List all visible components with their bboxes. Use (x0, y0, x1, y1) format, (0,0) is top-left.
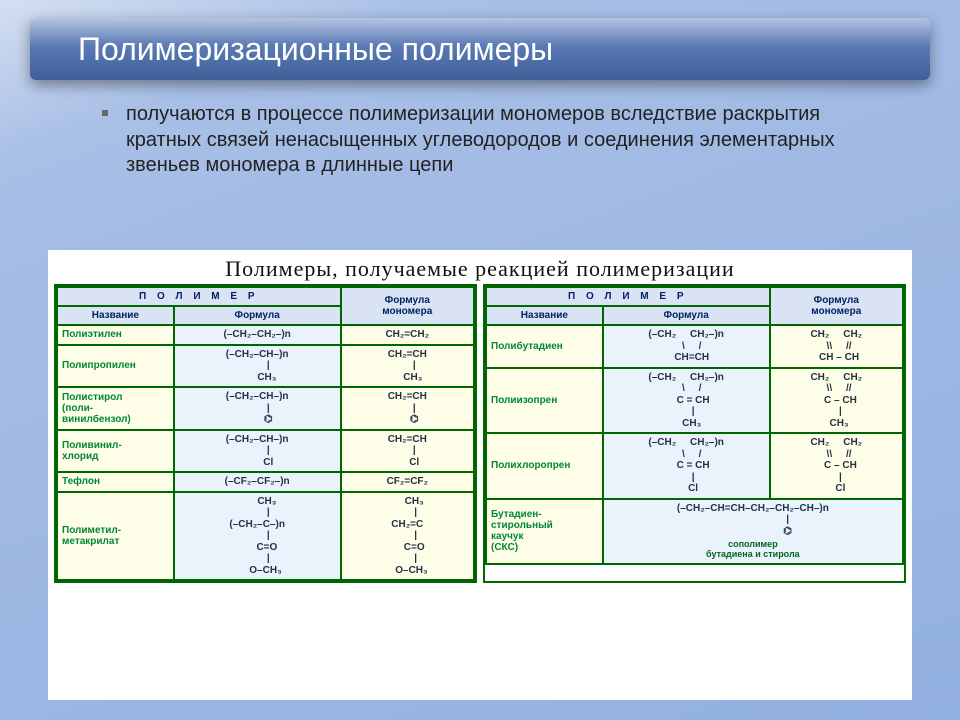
polymer-formula: (–CH₂–CH–)n | ⌬ (174, 387, 341, 430)
table-row: Полипропилен(–CH₂–CH–)n | CH₃CH₂=CH | CH… (57, 345, 474, 388)
polymer-formula: CH₃ | (–CH₂–C–)n | C=O | O–CH₃ (174, 492, 341, 581)
hdr-name: Название (57, 306, 174, 325)
polymer-name: Полихлоропрен (486, 433, 603, 499)
hdr-polymer: П О Л И М Е Р (57, 287, 341, 306)
slide-body-text: получаются в процессе полимеризации моно… (126, 102, 900, 179)
bullet-icon (102, 110, 108, 116)
polymer-name: Тефлон (57, 472, 174, 492)
hdr-formula: Формула (603, 306, 770, 325)
table-row: Полиэтилен(–CH₂–CH₂–)nCH₂=CH₂ (57, 325, 474, 345)
hdr-name: Название (486, 306, 603, 325)
monomer-formula: CH₂=CH₂ (341, 325, 474, 345)
polymer-formula: (–CH₂ CH₂–)n \ / C = CH | Cl (603, 433, 770, 499)
polymer-formula: (–CH₂–CH₂–)n (174, 325, 341, 345)
hdr-formula: Формула (174, 306, 341, 325)
table-row: Тефлон(–CF₂–CF₂–)nCF₂=CF₂ (57, 472, 474, 492)
monomer-formula: CH₂=CH | CH₃ (341, 345, 474, 388)
monomer-formula: CH₂=CH | Cl (341, 430, 474, 473)
polymer-name: Бутадиен- стирольный каучук (СКС) (486, 499, 603, 564)
polymer-formula: (–CH₂–CH–)n | Cl (174, 430, 341, 473)
table-caption: Полимеры, получаемые реакцией полимериза… (48, 250, 912, 284)
polymer-formula: (–CH₂–CH–)n | CH₃ (174, 345, 341, 388)
slide-title: Полимеризационные полимеры (30, 18, 930, 80)
hdr-polymer: П О Л И М Е Р (486, 287, 770, 306)
polymer-name: Полипропилен (57, 345, 174, 388)
left-panel: П О Л И М Е Р Формула мономера Название … (54, 284, 477, 583)
polymer-name: Полиизопрен (486, 368, 603, 434)
table-row: Полистирол (поли- винилбензол)(–CH₂–CH–)… (57, 387, 474, 430)
hdr-monomer: Формула мономера (341, 287, 474, 325)
right-panel: П О Л И М Е Р Формула мономера Название … (483, 284, 906, 583)
monomer-formula: CH₂=CH | ⌬ (341, 387, 474, 430)
table-row: Полихлоропрен(–CH₂ CH₂–)n \ / C = CH | C… (486, 433, 903, 499)
table-row: Бутадиен- стирольный каучук (СКС)(–CH₂–C… (486, 499, 903, 564)
monomer-formula: CH₂ CH₂ \\ // C – CH | Cl (770, 433, 903, 499)
monomer-formula: CH₂ CH₂ \\ // C – CH | CH₃ (770, 368, 903, 434)
polymer-name: Полибутадиен (486, 325, 603, 368)
monomer-formula: CH₂ CH₂ \\ // CH – CH (770, 325, 903, 368)
polymer-name: Полиметил- метакрилат (57, 492, 174, 581)
polymer-formula: (–CH₂ CH₂–)n \ / C = CH | CH₃ (603, 368, 770, 434)
polymer-name: Поливинил- хлорид (57, 430, 174, 473)
monomer-formula: CH₃ | CH₂=C | C=O | O–CH₃ (341, 492, 474, 581)
table-row: Полиизопрен(–CH₂ CH₂–)n \ / C = CH | CH₃… (486, 368, 903, 434)
hdr-monomer: Формула мономера (770, 287, 903, 325)
polymer-formula: (–CH₂–CH=CH–CH₂–CH₂–CH–)n | ⌬сополимер б… (603, 499, 903, 564)
polymer-formula: (–CH₂ CH₂–)n \ / CH=CH (603, 325, 770, 368)
polymer-name: Полиэтилен (57, 325, 174, 345)
polymer-formula: (–CF₂–CF₂–)n (174, 472, 341, 492)
table-row: Поливинил- хлорид(–CH₂–CH–)n | ClCH₂=CH … (57, 430, 474, 473)
table-row: Полибутадиен(–CH₂ CH₂–)n \ / CH=CHCH₂ CH… (486, 325, 903, 368)
polymers-table: Полимеры, получаемые реакцией полимериза… (48, 250, 912, 700)
polymer-name: Полистирол (поли- винилбензол) (57, 387, 174, 430)
table-row: Полиметил- метакрилат CH₃ | (–CH₂–C–)n |… (57, 492, 474, 581)
monomer-formula: CF₂=CF₂ (341, 472, 474, 492)
